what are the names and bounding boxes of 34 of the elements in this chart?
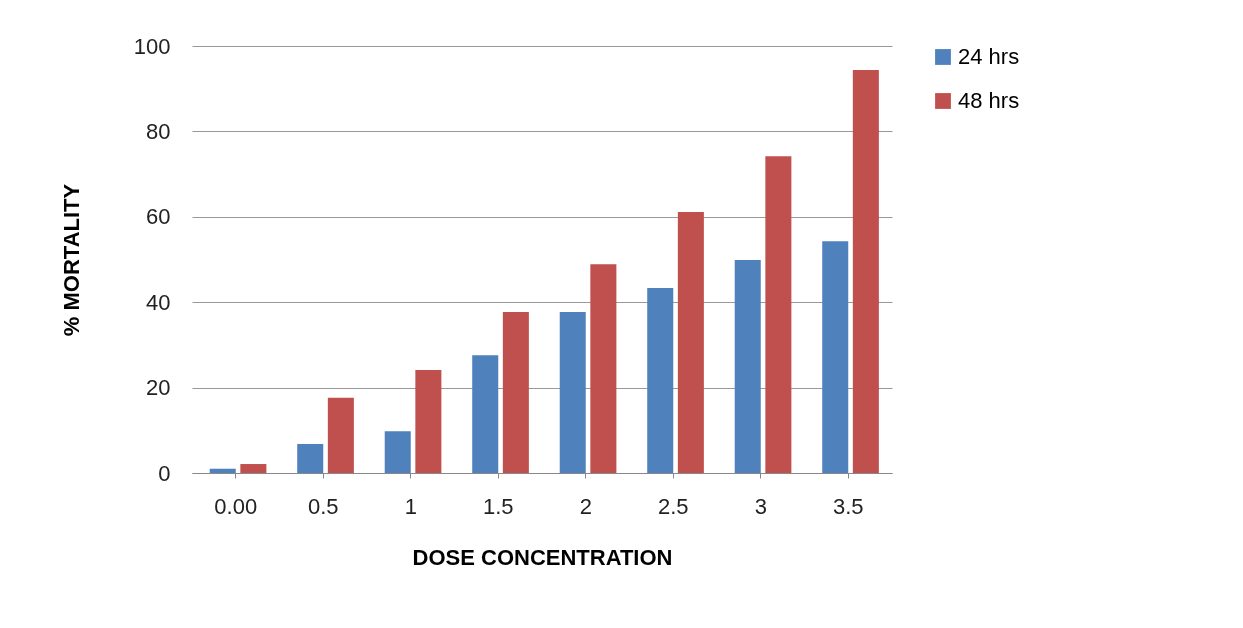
y-tick-label: 0 (158, 460, 171, 486)
x-tick-label: 2 (579, 493, 592, 519)
y-tick-label: 80 (146, 118, 171, 144)
legend-label: 48 hrs (958, 88, 1020, 113)
legend-label: 24 hrs (958, 44, 1020, 69)
bar (765, 156, 792, 473)
x-axis-title: DOSE CONCENTRATION (412, 544, 673, 570)
bar (472, 355, 499, 473)
bar (822, 241, 849, 473)
x-tick-label: 1.5 (482, 493, 514, 519)
y-axis-title: % MORTALITY (58, 183, 84, 337)
y-tick-label: 20 (146, 375, 171, 401)
bar (240, 464, 267, 473)
bar (734, 259, 761, 473)
bar (327, 397, 354, 473)
bar (647, 288, 674, 473)
x-tick-label: 3.5 (832, 493, 864, 519)
x-tick-label: 2.5 (657, 493, 689, 519)
x-tick-label: 0.00 (214, 493, 258, 519)
y-tick-label: 100 (133, 33, 171, 59)
x-tick-label: 1 (404, 493, 417, 519)
x-tick-label: 3 (754, 493, 767, 519)
bar (502, 312, 529, 473)
bar (677, 212, 704, 473)
bar (209, 468, 236, 473)
y-tick-label: 60 (146, 204, 171, 230)
bar (297, 443, 324, 473)
bar (590, 264, 617, 473)
x-tick-label: 0.5 (307, 493, 339, 519)
y-tick-label: 40 (146, 289, 171, 315)
bar (852, 69, 879, 473)
bar (384, 431, 411, 473)
bar (415, 370, 442, 473)
bar (559, 312, 586, 473)
